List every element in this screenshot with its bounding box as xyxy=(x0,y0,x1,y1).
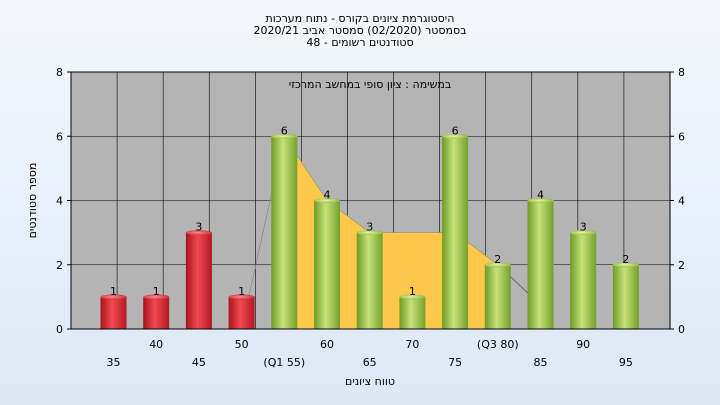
bar-35: 1 xyxy=(100,285,127,329)
bar-cap xyxy=(484,262,511,268)
x-tick-label: 70 xyxy=(405,338,419,351)
bar-70: 1 xyxy=(399,285,426,329)
bar-body xyxy=(612,264,639,329)
bar-cap xyxy=(228,294,255,300)
x-axis-label: טווח ציונים xyxy=(345,375,395,388)
x-tick-label: 75 xyxy=(448,356,462,369)
x-tick-label: 35 xyxy=(107,356,121,369)
x-tick-label: 45 xyxy=(192,356,206,369)
bar-90: 3 xyxy=(570,221,597,329)
chart-annotation: במשימה : ציון סופי במחשב המרכזי xyxy=(289,78,452,91)
bar-body xyxy=(484,264,511,329)
bar-body xyxy=(570,232,597,329)
bar-body xyxy=(314,200,340,329)
bar-75: 6 xyxy=(442,124,469,329)
y-tick-label-right: 8 xyxy=(678,66,685,79)
chart-title-line-2: בסמסטר (02/2020) סמסטר אביב 2020/21 xyxy=(253,24,466,37)
y-tick-label-left: 0 xyxy=(56,323,63,336)
bar-body xyxy=(399,296,426,329)
bar-cap xyxy=(399,294,426,300)
bar-50: 1 xyxy=(228,285,255,329)
y-axis-label: מספר סטודנטים xyxy=(26,163,39,239)
bar-body xyxy=(185,232,212,329)
bar-value-label: 3 xyxy=(195,221,202,234)
bar-cap xyxy=(356,230,383,236)
bar-body xyxy=(143,296,170,329)
bar-body xyxy=(442,136,469,329)
bar-value-label: 4 xyxy=(537,189,544,202)
y-tick-label-right: 0 xyxy=(678,323,685,336)
bar-value-label: 2 xyxy=(494,253,501,266)
y-tick-label-right: 6 xyxy=(678,130,685,143)
bar-value-label: 1 xyxy=(110,285,117,298)
y-tick-label-left: 2 xyxy=(56,259,63,272)
bar-cap xyxy=(314,198,340,203)
bar-cap xyxy=(442,133,469,139)
bar-65: 3 xyxy=(356,221,383,329)
y-tick-label-right: 4 xyxy=(678,195,685,208)
bar-body xyxy=(271,136,298,329)
x-tick-label: (Q3 80) xyxy=(477,338,519,351)
bar-value-label: 4 xyxy=(324,189,331,202)
x-tick-label: 50 xyxy=(235,338,249,351)
bar-body xyxy=(527,200,554,329)
bar-(Q1 55): 6 xyxy=(271,124,298,329)
bar-body xyxy=(228,296,255,329)
x-tick-label: 60 xyxy=(320,338,334,351)
x-tick-label: 90 xyxy=(576,338,590,351)
bar-cap xyxy=(570,230,597,236)
x-tick-label: (Q1 55) xyxy=(263,356,305,369)
chart-title-line-1: היסטוגרמת ציונים בקורס - נתוח מערכות xyxy=(266,12,455,25)
bar-45: 3 xyxy=(185,221,212,329)
chart-title-line-3: סטודנטים רשומים - 48 xyxy=(306,36,413,49)
bar-value-label: 3 xyxy=(580,221,587,234)
x-tick-label: 95 xyxy=(619,356,633,369)
bar-(Q3 80): 2 xyxy=(484,253,511,329)
bar-40: 1 xyxy=(143,285,170,329)
bar-cap xyxy=(612,262,639,268)
bar-60: 4 xyxy=(314,189,340,329)
bar-cap xyxy=(100,294,127,300)
x-tick-label: 85 xyxy=(534,356,548,369)
bar-cap xyxy=(527,198,554,203)
bar-body xyxy=(356,232,383,329)
x-tick-label: 65 xyxy=(363,356,377,369)
bar-value-label: 1 xyxy=(238,285,245,298)
bar-cap xyxy=(185,230,212,236)
bar-value-label: 2 xyxy=(622,253,629,266)
bar-value-label: 1 xyxy=(409,285,416,298)
y-tick-label-left: 8 xyxy=(56,66,63,79)
x-tick-label: 40 xyxy=(149,338,163,351)
y-tick-label-right: 2 xyxy=(678,259,685,272)
bar-85: 4 xyxy=(527,189,554,329)
bar-body xyxy=(100,296,127,329)
y-tick-label-left: 4 xyxy=(56,195,63,208)
bar-value-label: 3 xyxy=(366,221,373,234)
bar-value-label: 1 xyxy=(153,285,160,298)
y-tick-label-left: 6 xyxy=(56,130,63,143)
bar-cap xyxy=(271,133,298,139)
bar-cap xyxy=(143,294,170,300)
bar-95: 2 xyxy=(612,253,639,329)
bar-value-label: 6 xyxy=(281,124,288,137)
bar-value-label: 6 xyxy=(452,124,459,137)
